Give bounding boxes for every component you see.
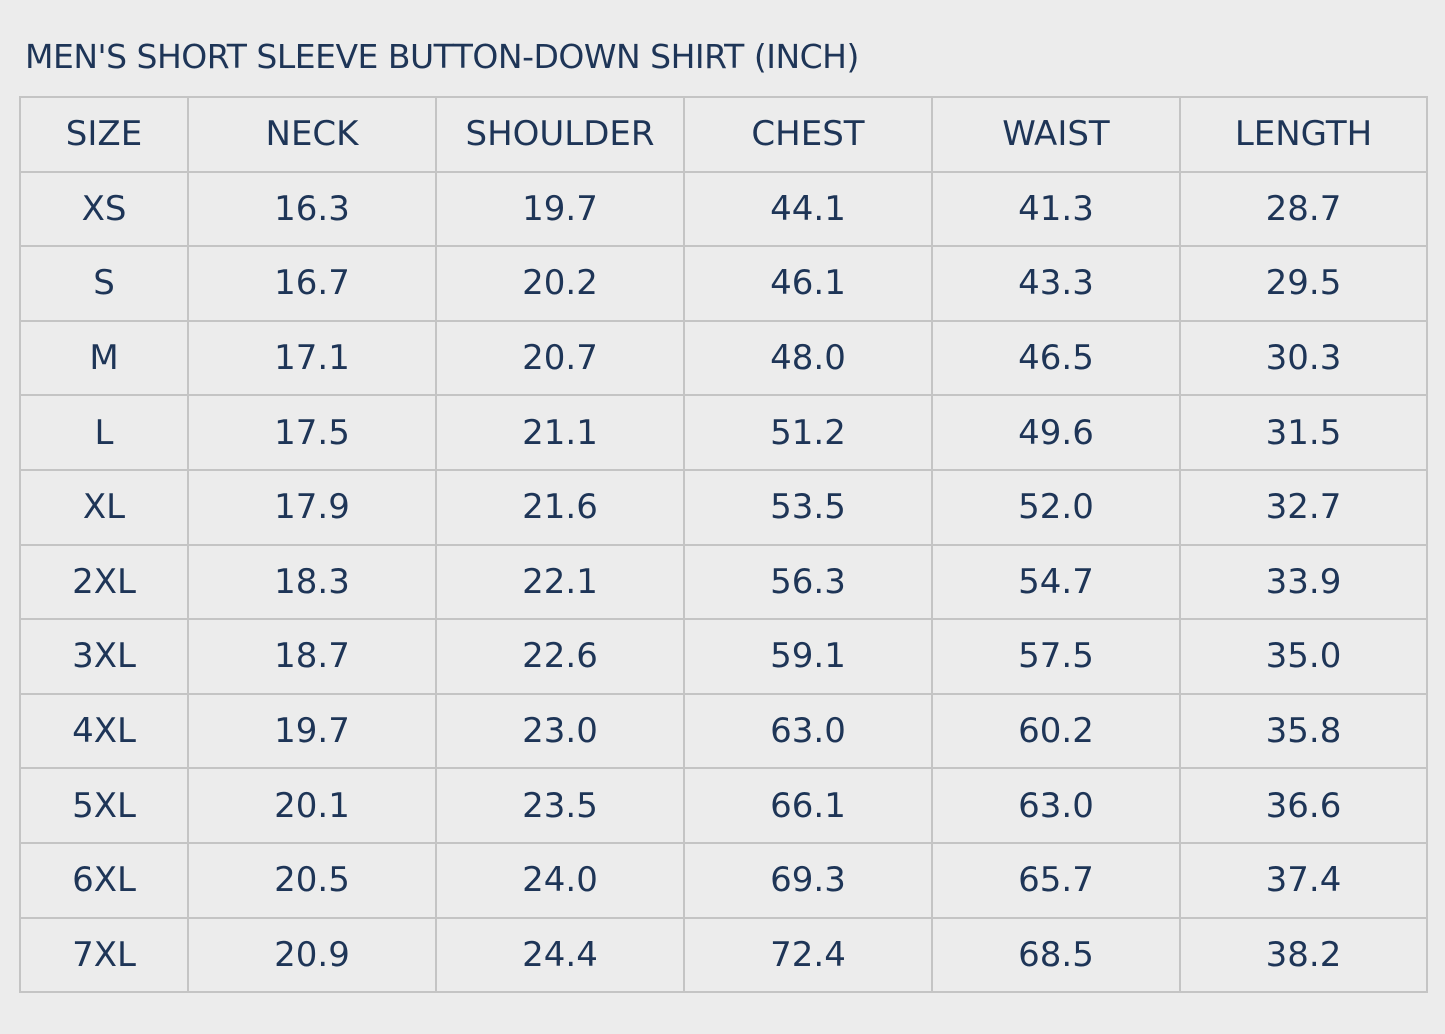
measure-cell: 28.7: [1179, 170, 1428, 248]
measure-cell: 20.7: [435, 319, 685, 397]
measure-cell: 43.3: [931, 245, 1181, 322]
measure-cell: 72.4: [683, 916, 933, 994]
header-cell: SHOULDER: [435, 96, 685, 173]
measure-cell: 66.1: [683, 767, 933, 844]
table-row: 3XL 18.7 22.6 59.1 57.5 35.0: [19, 618, 1428, 695]
measure-cell: 22.1: [435, 543, 685, 621]
measure-cell: 17.5: [187, 394, 437, 471]
measure-cell: 54.7: [931, 543, 1181, 621]
size-cell: 3XL: [19, 618, 189, 695]
measure-cell: 63.0: [683, 692, 933, 770]
measure-cell: 31.5: [1179, 394, 1428, 471]
table-row: M 17.1 20.7 48.0 46.5 30.3: [19, 319, 1428, 397]
measure-cell: 46.1: [683, 245, 933, 322]
measure-cell: 33.9: [1179, 543, 1428, 621]
size-cell: 5XL: [19, 767, 189, 844]
table-row: 5XL 20.1 23.5 66.1 63.0 36.6: [19, 767, 1428, 844]
measure-cell: 46.5: [931, 319, 1181, 397]
measure-cell: 35.8: [1179, 692, 1428, 770]
measure-cell: 18.7: [187, 618, 437, 695]
measure-cell: 23.5: [435, 767, 685, 844]
table-row: 7XL 20.9 24.4 72.4 68.5 38.2: [19, 916, 1428, 994]
measure-cell: 29.5: [1179, 245, 1428, 322]
header-cell: WAIST: [931, 96, 1181, 173]
header-cell: SIZE: [19, 96, 189, 173]
table-row: S 16.7 20.2 46.1 43.3 29.5: [19, 245, 1428, 322]
measure-cell: 63.0: [931, 767, 1181, 844]
measure-cell: 19.7: [435, 170, 685, 248]
measure-cell: 21.6: [435, 468, 685, 546]
measure-cell: 51.2: [683, 394, 933, 471]
measure-cell: 37.4: [1179, 841, 1428, 919]
measure-cell: 52.0: [931, 468, 1181, 546]
size-cell: M: [19, 319, 189, 397]
measure-cell: 60.2: [931, 692, 1181, 770]
measure-cell: 69.3: [683, 841, 933, 919]
measure-cell: 38.2: [1179, 916, 1428, 994]
measure-cell: 20.9: [187, 916, 437, 994]
measure-cell: 21.1: [435, 394, 685, 471]
measure-cell: 59.1: [683, 618, 933, 695]
measure-cell: 30.3: [1179, 319, 1428, 397]
measure-cell: 48.0: [683, 319, 933, 397]
table-row: L 17.5 21.1 51.2 49.6 31.5: [19, 394, 1428, 471]
measure-cell: 41.3: [931, 170, 1181, 248]
measure-cell: 18.3: [187, 543, 437, 621]
size-cell: 7XL: [19, 916, 189, 994]
table-row: XS 16.3 19.7 44.1 41.3 28.7: [19, 170, 1428, 248]
measure-cell: 16.7: [187, 245, 437, 322]
size-cell: XL: [19, 468, 189, 546]
measure-cell: 17.9: [187, 468, 437, 546]
size-cell: 2XL: [19, 543, 189, 621]
measure-cell: 17.1: [187, 319, 437, 397]
table-body: XS 16.3 19.7 44.1 41.3 28.7 S 16.7 20.2 46.1 43.3 2…: [19, 170, 1428, 994]
table-row: 2XL 18.3 22.1 56.3 54.7 33.9: [19, 543, 1428, 621]
measure-cell: 22.6: [435, 618, 685, 695]
measure-cell: 36.6: [1179, 767, 1428, 844]
measure-cell: 32.7: [1179, 468, 1428, 546]
measure-cell: 16.3: [187, 170, 437, 248]
measure-cell: 20.5: [187, 841, 437, 919]
table-row: 4XL 19.7 23.0 63.0 60.2 35.8: [19, 692, 1428, 770]
measure-cell: 35.0: [1179, 618, 1428, 695]
measure-cell: 57.5: [931, 618, 1181, 695]
measure-cell: 19.7: [187, 692, 437, 770]
title: MEN'S SHORT SLEEVE BUTTON-DOWN SHIRT (IN…: [25, 37, 859, 76]
measure-cell: 53.5: [683, 468, 933, 546]
header-row: SIZE NECK SHOULDER CHEST WAIST LENGTH: [19, 96, 1428, 173]
size-cell: 4XL: [19, 692, 189, 770]
size-table: SIZE NECK SHOULDER CHEST WAIST LENGTH XS 16.3 1…: [19, 96, 1428, 994]
measure-cell: 20.1: [187, 767, 437, 844]
measure-cell: 23.0: [435, 692, 685, 770]
size-cell: XS: [19, 170, 189, 248]
measure-cell: 20.2: [435, 245, 685, 322]
size-cell: L: [19, 394, 189, 471]
size-cell: 6XL: [19, 841, 189, 919]
table-row: 6XL 20.5 24.0 69.3 65.7 37.4: [19, 841, 1428, 919]
measure-cell: 44.1: [683, 170, 933, 248]
size-cell: S: [19, 245, 189, 322]
measure-cell: 24.4: [435, 916, 685, 994]
table-row: XL 17.9 21.6 53.5 52.0 32.7: [19, 468, 1428, 546]
measure-cell: 56.3: [683, 543, 933, 621]
measure-cell: 24.0: [435, 841, 685, 919]
header-cell: CHEST: [683, 96, 933, 173]
measure-cell: 49.6: [931, 394, 1181, 471]
header-cell: NECK: [187, 96, 437, 173]
measure-cell: 68.5: [931, 916, 1181, 994]
measure-cell: 65.7: [931, 841, 1181, 919]
header-cell: LENGTH: [1179, 96, 1428, 173]
